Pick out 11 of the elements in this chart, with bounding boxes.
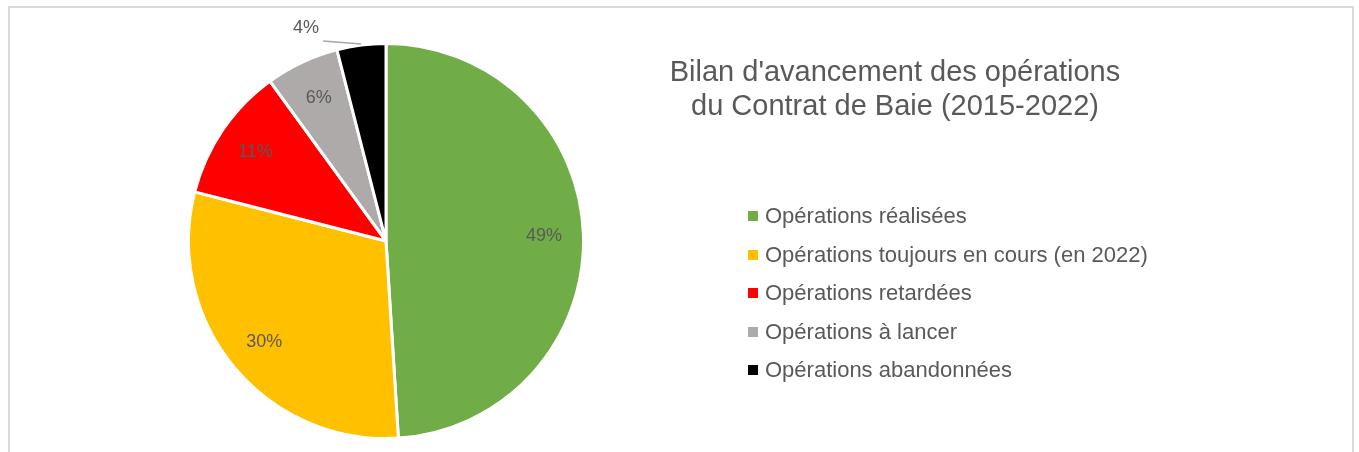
legend-label: Opérations abandonnées bbox=[765, 357, 1013, 384]
data-label: 6% bbox=[305, 87, 332, 108]
legend-label: Opérations retardées bbox=[765, 280, 972, 307]
text: Bilan d'avancement des opérations du Contrat de Baie (2015-2022) bbox=[668, 54, 1122, 122]
data-label: 30% bbox=[246, 330, 283, 351]
legend-label: Opérations toujours en cours (en 2022) bbox=[765, 241, 1148, 268]
data-label: 49% bbox=[525, 225, 562, 246]
legend-label: Opérations à lancer bbox=[765, 318, 957, 345]
legend-label: Opérations réalisées bbox=[765, 203, 967, 230]
data-label: 4% bbox=[293, 17, 320, 38]
data-label: 11% bbox=[237, 141, 273, 162]
